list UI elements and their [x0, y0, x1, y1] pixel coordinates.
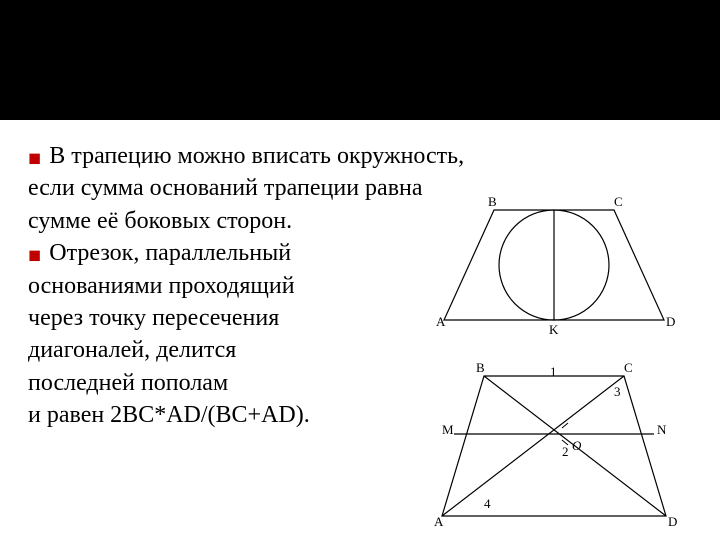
svg-text:N: N [657, 422, 667, 437]
figure-trapezoid-diagonals: A D B C M N 1 2 3 4 O [414, 356, 694, 536]
svg-text:B: B [488, 194, 497, 209]
svg-text:A: A [436, 314, 446, 329]
svg-text:K: K [549, 322, 559, 337]
bullet-icon: ◼ [28, 245, 41, 267]
svg-text:D: D [666, 314, 675, 329]
svg-text:3: 3 [614, 384, 621, 399]
bullet-icon: ◼ [28, 148, 41, 170]
svg-text:D: D [668, 514, 677, 529]
bullet-2-line-5: последней пополам [28, 367, 398, 399]
bullet-2-line-1: Отрезок, параллельный [49, 237, 291, 269]
title-band [0, 0, 720, 120]
svg-text:2: 2 [562, 444, 569, 459]
bullet-2-line-4: диагоналей, делится [28, 334, 398, 366]
bullet-1-line-3: сумме её боковых сторон. [28, 205, 398, 237]
svg-text:B: B [476, 360, 485, 375]
svg-text:1: 1 [550, 364, 557, 379]
figure-trapezoid-inscribed-circle: A D B C K [414, 190, 694, 345]
bullet-2-line-3: через точку пересечения [28, 302, 398, 334]
bullet-2-line-6: и равен 2BC*AD/(BC+AD). [28, 399, 398, 431]
bullet-2-line-2: основаниями проходящий [28, 270, 398, 302]
svg-text:O: O [572, 438, 582, 453]
svg-text:C: C [624, 360, 633, 375]
svg-text:C: C [614, 194, 623, 209]
slide: ◼ В трапецию можно вписать окружность, е… [0, 0, 720, 540]
svg-text:4: 4 [484, 496, 491, 511]
figures: A D B C K A D B C M N 1 2 [414, 190, 704, 540]
bullet-1-line-1: В трапецию можно вписать окружность, [49, 140, 464, 172]
svg-text:M: M [442, 422, 454, 437]
svg-text:A: A [434, 514, 444, 529]
